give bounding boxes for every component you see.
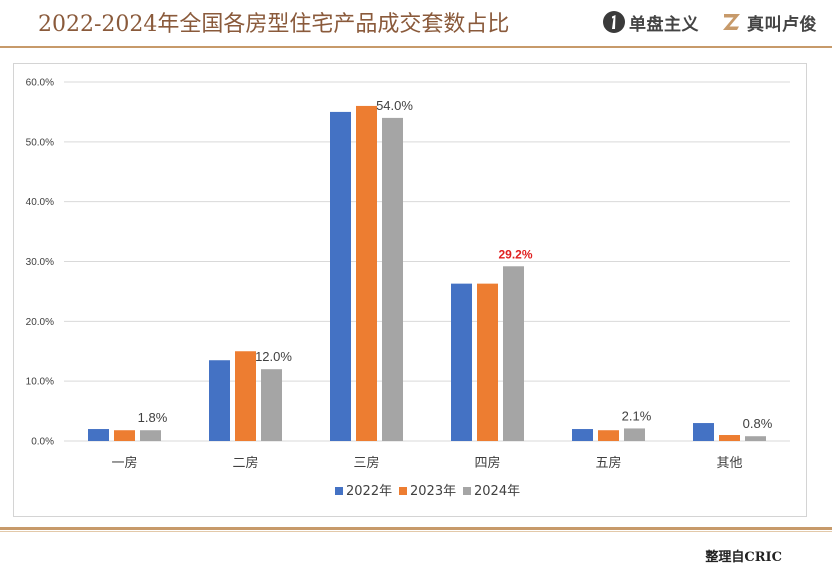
bar	[598, 430, 619, 441]
header-divider	[0, 46, 832, 48]
data-label: 54.0%	[376, 98, 413, 113]
bar	[572, 429, 593, 441]
x-tick-label: 五房	[595, 455, 621, 471]
x-tick-label: 三房	[353, 455, 379, 471]
x-tick-label: 其他	[716, 456, 742, 471]
bar	[235, 351, 256, 441]
data-label: 12.0%	[255, 349, 292, 364]
bar-chart: 0.0% 10.0% 20.0% 30.0% 40.0% 50.0% 60.0% 一房 二房 三房…	[26, 78, 790, 499]
bar	[477, 283, 498, 441]
header: 2022-2024年全国各房型住宅产品成交套数占比 单盘主义 真叫卢俊	[0, 0, 832, 46]
bar	[624, 428, 645, 441]
single-disc-logo-icon	[603, 11, 625, 33]
brand-zhenjiao-lujun: 真叫卢俊	[720, 8, 817, 36]
bar	[745, 436, 766, 441]
brand-name: 单盘主义	[629, 14, 699, 34]
source-note: 整理自CRIC	[705, 550, 782, 565]
brand-name: 真叫卢俊	[747, 14, 817, 34]
bar	[503, 266, 524, 441]
bar	[114, 430, 135, 441]
y-tick-label: 20.0%	[26, 317, 54, 328]
legend-swatch	[463, 487, 471, 495]
bar	[451, 283, 472, 441]
bar	[88, 429, 109, 441]
y-tick-label: 0.0%	[31, 437, 54, 448]
y-tick-label: 50.0%	[26, 137, 54, 148]
legend-label: 2024年	[474, 484, 520, 499]
bar	[261, 369, 282, 441]
footer-divider-thin	[0, 531, 832, 532]
data-label: 2.1%	[622, 408, 652, 423]
data-label: 0.8%	[743, 416, 773, 431]
bar	[330, 111, 351, 441]
bar	[719, 435, 740, 441]
data-label: 29.2%	[498, 247, 532, 261]
x-tick-label: 二房	[232, 455, 258, 471]
y-tick-label: 60.0%	[26, 78, 54, 89]
y-tick-label: 30.0%	[26, 257, 54, 268]
legend-label: 2023年	[410, 484, 456, 499]
bar	[140, 430, 161, 441]
footer-divider	[0, 527, 832, 530]
bar	[356, 105, 377, 441]
legend-swatch	[335, 487, 343, 495]
chart-frame: 0.0% 10.0% 20.0% 30.0% 40.0% 50.0% 60.0% 一房 二房 三房…	[13, 63, 807, 517]
brand-single-disc: 单盘主义	[602, 8, 699, 36]
data-label: 1.8%	[138, 410, 168, 425]
legend-swatch	[399, 487, 407, 495]
z-logo-icon	[723, 14, 740, 30]
bar	[693, 423, 714, 441]
y-tick-label: 10.0%	[26, 377, 54, 388]
y-tick-label: 40.0%	[26, 197, 54, 208]
page-title: 2022-2024年全国各房型住宅产品成交套数占比	[38, 12, 510, 37]
x-tick-label: 一房	[111, 455, 137, 471]
bar	[209, 360, 230, 441]
legend-label: 2022年	[346, 484, 392, 499]
bar	[382, 117, 403, 442]
x-tick-label: 四房	[474, 455, 500, 471]
